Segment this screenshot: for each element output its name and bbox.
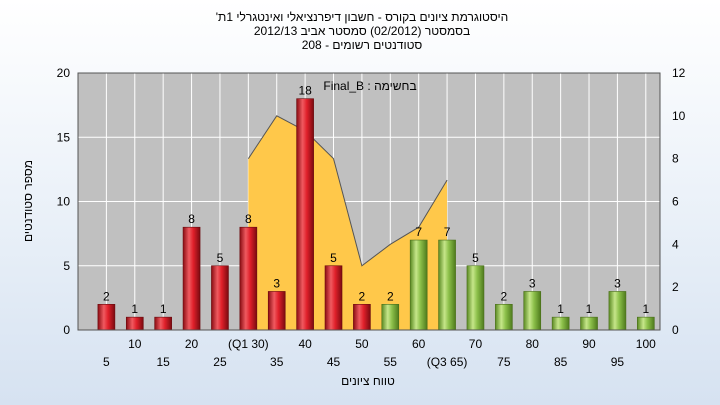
x-tick-label: 60 <box>412 337 426 351</box>
y-right-tick-label: 2 <box>672 280 679 294</box>
bar <box>495 303 513 331</box>
x-tick-label: 80 <box>526 337 540 351</box>
bar <box>296 98 314 331</box>
bar-value-label: 2 <box>501 289 508 303</box>
x-tick-label: 10 <box>128 337 142 351</box>
bar <box>239 226 258 331</box>
bar <box>211 265 229 331</box>
y-left-tick-label: 5 <box>63 259 70 273</box>
title-line-2: בסמסטר (02/2012) סמסטר אביב 2012/13 <box>254 24 470 38</box>
bar <box>637 316 655 331</box>
bar-value-label: 5 <box>472 251 479 265</box>
bar-value-label: 3 <box>273 276 280 290</box>
bar <box>580 316 598 331</box>
bar-value-label: 18 <box>298 84 312 98</box>
x-tick-label: 100 <box>636 337 656 351</box>
y-left-tick-label: 15 <box>57 130 71 144</box>
bar-value-label: 1 <box>557 302 564 316</box>
y-right-tick-label: 4 <box>672 237 679 251</box>
x-tick-label: (Q1 30) <box>228 337 269 351</box>
bar-value-label: 3 <box>614 276 621 290</box>
bar <box>381 303 400 331</box>
bar <box>324 265 343 331</box>
bar-value-label: 1 <box>160 302 167 316</box>
y-right-tick-label: 12 <box>672 66 686 80</box>
x-tick-label: 15 <box>156 355 170 369</box>
x-axis-ticks: 5 10 15 20 25(Q1 30)35 40 45 50 55 60(Q3 65)70 75 8… <box>103 337 656 369</box>
x-tick-label: 45 <box>327 355 341 369</box>
bar <box>466 265 485 331</box>
bar-value-label: 5 <box>217 251 224 265</box>
bar <box>523 291 542 331</box>
y-axis-right-ticks: 0 2 4 6 8 10 12 <box>672 66 686 337</box>
x-tick-label: 85 <box>554 355 568 369</box>
y-right-tick-label: 8 <box>672 152 679 166</box>
y-left-tick-label: 20 <box>57 66 71 80</box>
chart-title: היסטוגרמת ציונים בקורס - חשבון דיפרנציאל… <box>216 10 509 52</box>
x-tick-label: (Q3 65) <box>427 355 468 369</box>
x-tick-label: 40 <box>298 337 312 351</box>
bar <box>353 303 371 331</box>
bar <box>182 226 201 331</box>
bar-value-label: 2 <box>103 289 110 303</box>
x-tick-label: 35 <box>270 355 284 369</box>
x-tick-label: 95 <box>611 355 625 369</box>
cumulative-area-edge <box>247 115 448 267</box>
bar-value-label: 2 <box>387 289 394 303</box>
x-axis-title: טווח ציונים <box>341 374 395 388</box>
y-right-tick-label: 10 <box>672 109 686 123</box>
bar <box>438 239 456 331</box>
y-axis-title: מספר סטודנטים <box>21 160 35 242</box>
bar-value-label: 5 <box>330 251 337 265</box>
x-tick-label: 20 <box>185 337 199 351</box>
x-tick-label: 70 <box>469 337 483 351</box>
bar <box>608 291 627 331</box>
bar <box>409 239 428 331</box>
y-left-tick-label: 10 <box>57 195 71 209</box>
x-tick-label: 90 <box>582 337 596 351</box>
bar-value-label: 1 <box>642 302 649 316</box>
plot-frame <box>77 72 661 331</box>
bars <box>97 98 655 331</box>
x-tick-label: 50 <box>355 337 369 351</box>
x-tick-label: 75 <box>497 355 511 369</box>
title-line-1: היסטוגרמת ציונים בקורס - חשבון דיפרנציאל… <box>216 10 509 24</box>
bar-value-label: 2 <box>359 289 366 303</box>
x-tick-label: 5 <box>103 355 110 369</box>
x-tick-label: 25 <box>213 355 227 369</box>
y-right-tick-label: 0 <box>672 323 679 337</box>
bar <box>551 316 570 331</box>
bar-value-label: 3 <box>529 276 536 290</box>
bar-value-label: 1 <box>131 302 138 316</box>
bar <box>267 291 286 331</box>
bar-value-label: 8 <box>245 212 252 226</box>
bar-value-label: 1 <box>586 302 593 316</box>
y-right-tick-label: 6 <box>672 195 679 209</box>
x-tick-label: 55 <box>384 355 398 369</box>
bar <box>97 303 116 331</box>
bar-value-label: 8 <box>188 212 195 226</box>
y-left-tick-label: 0 <box>63 323 70 337</box>
bar <box>154 316 172 331</box>
annotation-label: Final_B : בחשימה <box>323 79 416 93</box>
bar-value-label: 7 <box>444 225 451 239</box>
title-line-3: סטודנטים רשומים - 208 <box>302 38 423 52</box>
y-axis-left-ticks: 0 5 10 15 20 <box>57 66 71 337</box>
bar <box>125 316 144 331</box>
bar-value-label: 7 <box>415 225 422 239</box>
